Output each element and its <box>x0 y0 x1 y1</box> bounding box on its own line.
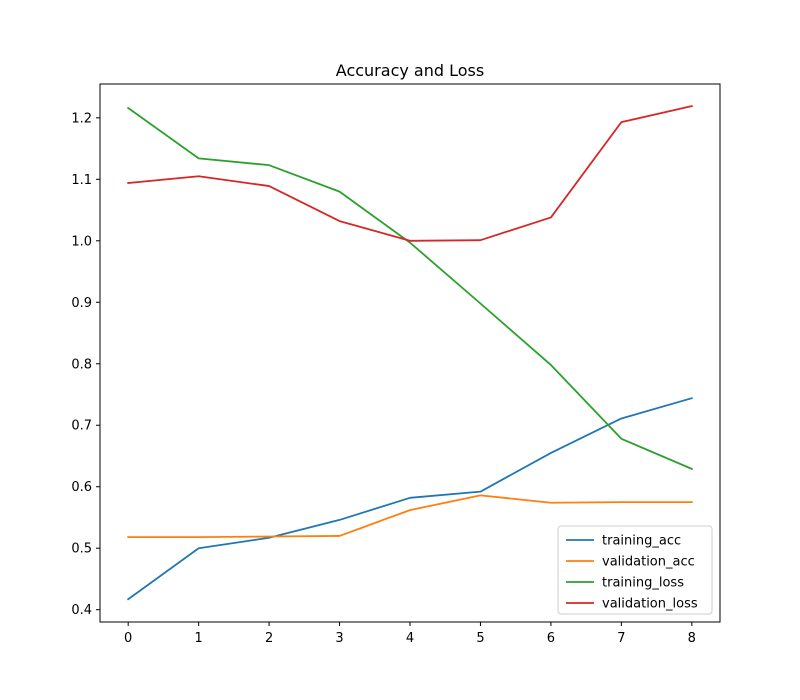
y-tick-label: 0.6 <box>71 480 92 495</box>
y-tick-label: 0.9 <box>71 296 92 311</box>
y-tick-label: 1.1 <box>71 173 92 188</box>
y-tick-label: 0.5 <box>71 542 92 557</box>
x-tick-label: 8 <box>688 631 696 646</box>
y-tick-label: 0.4 <box>71 603 92 618</box>
x-tick-label: 1 <box>194 631 202 646</box>
legend-label-validation-acc: validation_acc <box>602 555 695 570</box>
legend-box <box>557 525 713 615</box>
legend: training_acc validation_acc training_lossv… <box>557 525 713 615</box>
legend-label-training-loss: training_loss <box>602 576 684 591</box>
series-line-validation-acc <box>127 494 693 539</box>
y-tick-label: 1.0 <box>71 234 92 249</box>
series-line-training-acc <box>126 397 693 601</box>
legend-label-validation-loss: validation_loss <box>602 597 698 612</box>
y-tick-label: 1.2 <box>71 111 92 126</box>
y-tick-label: 0.8 <box>71 357 92 372</box>
legend-label-training-acc: training_acc <box>602 534 681 549</box>
plot-area <box>126 105 694 601</box>
x-tick-label: 4 <box>406 631 414 646</box>
chart-title: Accuracy and Loss <box>336 61 484 80</box>
axes: 0 1 2 3 4 5 6 7 8 0.4 0.5 0.6 0.7 0.8 0.9 1.0 1.1 1.2 <box>71 83 721 646</box>
series-line-training-loss <box>126 106 694 471</box>
y-tick-label: 0.7 <box>71 419 92 434</box>
x-tick-label: 7 <box>617 631 625 646</box>
series-line-validation-loss <box>127 105 693 242</box>
x-tick-label: 5 <box>476 631 484 646</box>
x-tick-label: 6 <box>547 631 555 646</box>
x-tick-label: 2 <box>265 631 273 646</box>
x-tick-label: 0 <box>124 631 132 646</box>
x-tick-label: 3 <box>335 631 343 646</box>
